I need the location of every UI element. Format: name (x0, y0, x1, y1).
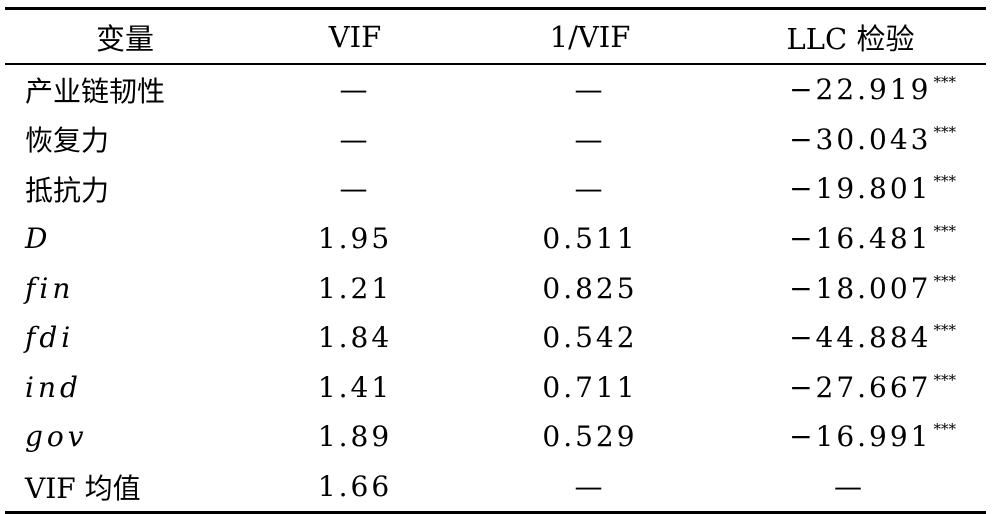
significance-stars: *** (933, 420, 957, 439)
significance-stars: *** (933, 73, 957, 92)
results-table-container: 变量 VIF 1/VIF LLC 检验 产业链韧性 — — −22.919 ***… (5, 7, 986, 514)
significance-stars: *** (933, 122, 957, 141)
variable-cell: 产业链韧性 (25, 74, 166, 108)
vif-cell: 1.95 (317, 222, 393, 256)
header-inverse-vif: 1/VIF (549, 19, 631, 54)
inverse-vif-cell: 0.542 (542, 321, 638, 355)
vif-cell: — (339, 122, 371, 156)
table-row: fdi 1.84 0.542 −44.884 *** (5, 313, 986, 363)
significance-stars: *** (933, 271, 957, 290)
llc-value: −30.043 (789, 122, 932, 156)
header-row: 变量 VIF 1/VIF LLC 检验 (5, 8, 986, 64)
header-llc-test: LLC 检验 (786, 21, 915, 56)
llc-value: −44.884 (789, 321, 932, 355)
table-row: D 1.95 0.511 −16.481 *** (5, 214, 986, 264)
vif-cell: 1.84 (317, 321, 393, 355)
significance-stars: *** (933, 222, 957, 241)
llc-cell: −19.801 *** (715, 164, 986, 214)
variable-cell: VIF 均值 (25, 471, 141, 505)
inverse-vif-cell: 0.711 (542, 370, 638, 404)
header-variable: 变量 (95, 21, 154, 56)
llc-value: −16.481 (789, 222, 932, 256)
variable-cell: 恢复力 (25, 124, 110, 158)
header-vif: VIF (328, 19, 382, 54)
vif-cell: 1.41 (317, 370, 393, 404)
llc-value: — (834, 470, 865, 504)
llc-value: −22.919 (789, 73, 932, 107)
llc-value: −27.667 (789, 370, 932, 404)
variable-cell: fin (25, 271, 75, 305)
inverse-vif-cell: — (574, 73, 606, 107)
variable-cell: D (25, 222, 52, 256)
inverse-vif-cell: 0.825 (542, 271, 638, 305)
llc-value: −16.991 (789, 420, 932, 454)
variable-cell: fdi (25, 321, 75, 355)
table-header: 变量 VIF 1/VIF LLC 检验 (5, 8, 986, 64)
variable-cell: gov (25, 420, 88, 454)
vif-cell: 1.89 (317, 420, 393, 454)
variable-cell: 抵抗力 (25, 173, 110, 207)
llc-cell: −44.884 *** (715, 313, 986, 363)
significance-stars: *** (933, 172, 957, 191)
llc-cell: — (715, 462, 986, 513)
inverse-vif-cell: — (574, 122, 606, 156)
llc-cell: −27.667 *** (715, 363, 986, 413)
llc-cell: −30.043 *** (715, 115, 986, 165)
llc-cell: −16.991 *** (715, 412, 986, 462)
llc-value: −19.801 (789, 172, 932, 206)
table-row: gov 1.89 0.529 −16.991 *** (5, 412, 986, 462)
inverse-vif-cell: 0.511 (542, 222, 638, 256)
significance-stars: *** (933, 370, 957, 389)
inverse-vif-cell: — (574, 172, 606, 206)
significance-stars: *** (933, 321, 957, 340)
variable-cell: ind (25, 370, 82, 404)
table-row: fin 1.21 0.825 −18.007 *** (5, 263, 986, 313)
llc-cell: −16.481 *** (715, 214, 986, 264)
table-row: ind 1.41 0.711 −27.667 *** (5, 363, 986, 413)
llc-value: −18.007 (789, 271, 932, 305)
inverse-vif-cell: — (574, 470, 606, 504)
vif-cell: — (339, 73, 371, 107)
table-row: VIF 均值 1.66 — — (5, 462, 986, 513)
vif-cell: 1.21 (317, 271, 393, 305)
vif-cell: — (339, 172, 371, 206)
vif-cell: 1.66 (317, 470, 393, 504)
table-row: 抵抗力 — — −19.801 *** (5, 164, 986, 214)
table-row: 产业链韧性 — — −22.919 *** (5, 64, 986, 115)
inverse-vif-cell: 0.529 (542, 420, 638, 454)
table-body: 产业链韧性 — — −22.919 *** 恢复力 — — −30.043 *** … (5, 64, 986, 513)
table-row: 恢复力 — — −30.043 *** (5, 115, 986, 165)
llc-cell: −22.919 *** (715, 64, 986, 115)
llc-cell: −18.007 *** (715, 263, 986, 313)
vif-llc-table: 变量 VIF 1/VIF LLC 检验 产业链韧性 — — −22.919 ***… (5, 7, 986, 514)
